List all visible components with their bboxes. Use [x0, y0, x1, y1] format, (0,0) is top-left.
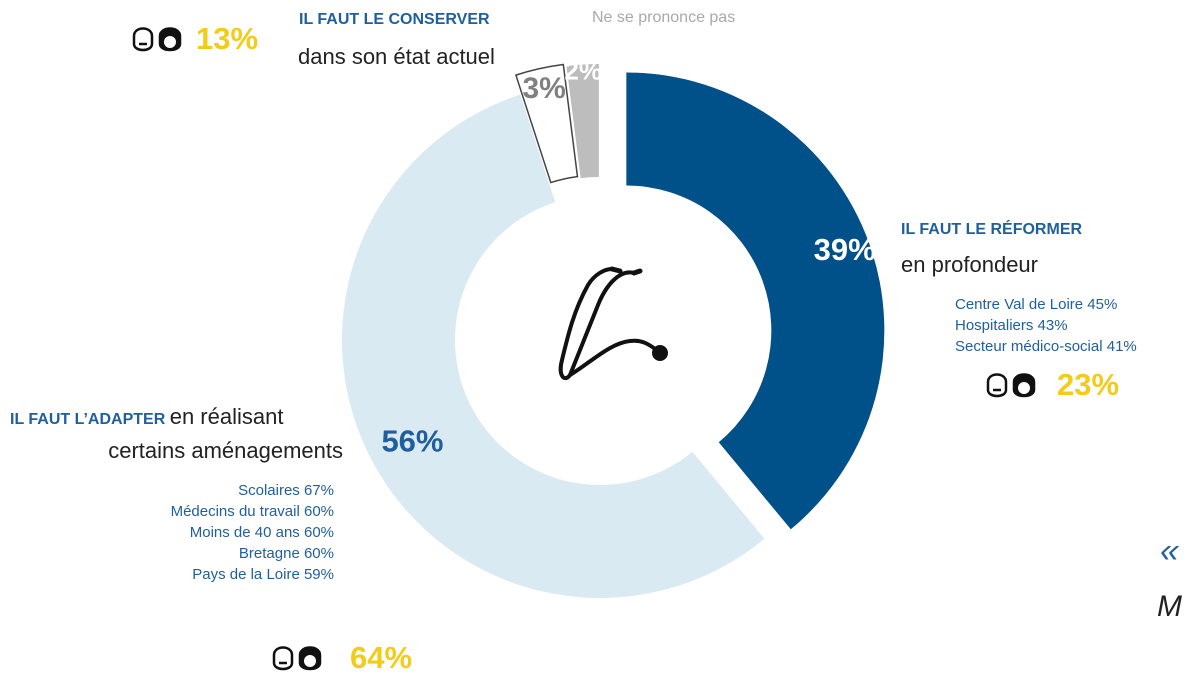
- adapter-heading: IL FAUT L’ADAPTER en réalisant: [10, 404, 283, 430]
- donut-slice: [566, 64, 599, 179]
- nsp-label: Ne se prononce pas: [592, 9, 736, 26]
- reformer-text: en profondeur: [901, 252, 1038, 277]
- adapter-text-inline: en réalisant: [169, 404, 284, 429]
- quote-mark: «: [1160, 532, 1179, 570]
- adapter-subgroup: Bretagne 60%: [238, 545, 334, 562]
- conserver-text: dans son état actuel: [298, 44, 495, 69]
- adapter-title: IL FAUT L’ADAPTER: [10, 411, 166, 428]
- adapter-subgroups: Scolaires 67% Médecins du travail 60% Mo…: [171, 480, 334, 585]
- reformer-subgroup: Secteur médico-social 41%: [955, 338, 1137, 355]
- slice-value-label: 2%: [564, 55, 602, 85]
- adapter-subgroup: Pays de la Loire 59%: [192, 566, 334, 583]
- donut-value-labels: 39% 56% 3%2%: [381, 55, 875, 458]
- donut-slice: [514, 63, 579, 184]
- people-faces-icon: [270, 641, 330, 678]
- conserver-compare-pct: 13%: [196, 21, 259, 56]
- adapter-subgroup: Scolaires 67%: [238, 482, 334, 499]
- reformer-compare-pct: 23%: [1057, 367, 1120, 402]
- donut-slices: [341, 63, 885, 599]
- reformer-subgroup: Hospitaliers 43%: [955, 317, 1068, 334]
- reformer-subgroup: Centre Val de Loire 45%: [955, 296, 1118, 313]
- reformer-subgroups: Centre Val de Loire 45% Hospitaliers 43%…: [955, 294, 1137, 357]
- adapter-compare-pct: 64%: [350, 640, 413, 675]
- stethoscope-icon: [558, 266, 668, 381]
- adapter-subgroup: Médecins du travail 60%: [170, 503, 334, 520]
- adapter-text-line2: certains aménagements: [108, 438, 343, 463]
- adapter-subgroup: Moins de 40 ans 60%: [189, 524, 334, 541]
- conserver-title: IL FAUT LE CONSERVER: [299, 11, 490, 28]
- quote-text: M: [1157, 590, 1182, 623]
- donut-slice: [341, 94, 765, 599]
- slice-value-label: 56%: [381, 423, 443, 458]
- reformer-title: IL FAUT LE RÉFORMER: [901, 221, 1083, 238]
- slice-value-label: 39%: [814, 232, 876, 267]
- slice-value-label: 3%: [522, 72, 565, 105]
- people-faces-icon: [984, 368, 1044, 405]
- donut-slice: [626, 72, 885, 530]
- people-faces-icon: [130, 22, 190, 59]
